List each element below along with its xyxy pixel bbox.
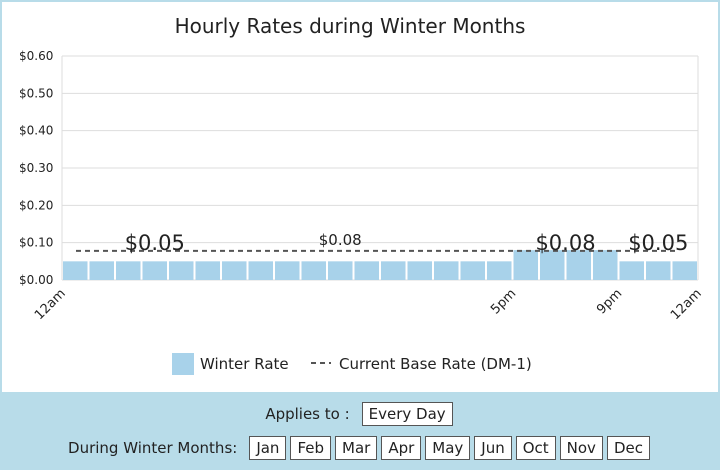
controls-bar: Applies to : Every Day During Winter Mon… <box>0 392 720 470</box>
applies-row: Applies to : Every Day <box>0 402 720 426</box>
x-tick-label: 9pm <box>594 286 625 317</box>
bar-hour-17 <box>513 250 538 280</box>
bar-hour-5 <box>195 261 220 280</box>
bar-hour-14 <box>434 261 459 280</box>
data-label: $0.05 <box>628 231 688 255</box>
chart-panel: Hourly Rates during Winter Months $0.60 $… <box>2 2 718 392</box>
bar-hour-13 <box>407 261 432 280</box>
months-label: During Winter Months: <box>68 439 238 457</box>
bar-hour-21 <box>619 261 644 280</box>
bar-hour-3 <box>142 261 167 280</box>
legend-swatch-winter-rate <box>172 353 194 375</box>
x-tick-label: 12am <box>668 286 705 323</box>
y-tick-label: $0.30 <box>19 161 53 175</box>
chart-title: Hourly Rates during Winter Months <box>175 14 526 38</box>
y-tick-label: $0.00 <box>19 273 53 287</box>
legend: Winter Rate Current Base Rate (DM-1) <box>172 353 532 375</box>
applies-label: Applies to : <box>265 405 350 423</box>
x-tick-label: 12am <box>32 286 69 323</box>
month-button-jan[interactable]: Jan <box>249 436 287 460</box>
bar-hour-2 <box>116 261 141 280</box>
month-button-mar[interactable]: Mar <box>335 436 378 460</box>
month-button-nov[interactable]: Nov <box>559 436 603 460</box>
y-tick-label: $0.60 <box>19 49 53 63</box>
month-button-may[interactable]: May <box>425 436 471 460</box>
bar-hour-10 <box>328 261 353 280</box>
grid-lines <box>61 55 699 281</box>
bar-hour-16 <box>487 261 512 280</box>
bars <box>63 250 697 280</box>
y-tick-label: $0.20 <box>19 198 53 212</box>
legend-label-winter-rate: Winter Rate <box>200 355 289 373</box>
bar-hour-4 <box>169 261 194 280</box>
bar-hour-8 <box>275 261 300 280</box>
month-button-dec[interactable]: Dec <box>606 436 650 460</box>
bar-hour-6 <box>222 261 247 280</box>
data-label: $0.05 <box>125 231 185 255</box>
y-tick-label: $0.10 <box>19 236 53 250</box>
legend-label-base-rate: Current Base Rate (DM-1) <box>339 355 532 373</box>
data-label: $0.08 <box>535 231 595 255</box>
annotations: $0.05 $0.08 $0.08 $0.05 <box>125 231 689 255</box>
y-tick-label: $0.40 <box>19 124 53 138</box>
bar-hour-12 <box>381 261 406 280</box>
bar-hour-20 <box>593 250 618 280</box>
month-button-apr[interactable]: Apr <box>381 436 422 460</box>
month-button-oct[interactable]: Oct <box>515 436 556 460</box>
x-axis-ticks: 12am 5pm 9pm 12am <box>32 286 705 323</box>
bar-hour-18 <box>540 250 565 280</box>
bar-hour-11 <box>354 261 379 280</box>
applies-every-day-button[interactable]: Every Day <box>361 402 453 426</box>
bar-hour-0 <box>63 261 88 280</box>
bar-hour-22 <box>646 261 671 280</box>
data-label: $0.08 <box>319 231 362 249</box>
bar-hour-19 <box>566 250 591 280</box>
month-button-feb[interactable]: Feb <box>290 436 331 460</box>
month-button-jun[interactable]: Jun <box>474 436 512 460</box>
bar-hour-1 <box>89 261 114 280</box>
y-tick-label: $0.50 <box>19 86 53 100</box>
rate-chart: Hourly Rates during Winter Months $0.60$… <box>19 14 705 375</box>
bar-hour-7 <box>248 261 273 280</box>
y-axis-ticks: $0.60 $0.50 $0.40 $0.30 $0.20 $0.10 $0.00 <box>19 49 53 287</box>
bar-hour-15 <box>460 261 485 280</box>
bar-hour-9 <box>301 261 326 280</box>
months-row: During Winter Months: Jan Feb Mar Apr Ma… <box>0 436 720 460</box>
bar-hour-23 <box>672 261 697 280</box>
x-tick-label: 5pm <box>488 286 519 317</box>
